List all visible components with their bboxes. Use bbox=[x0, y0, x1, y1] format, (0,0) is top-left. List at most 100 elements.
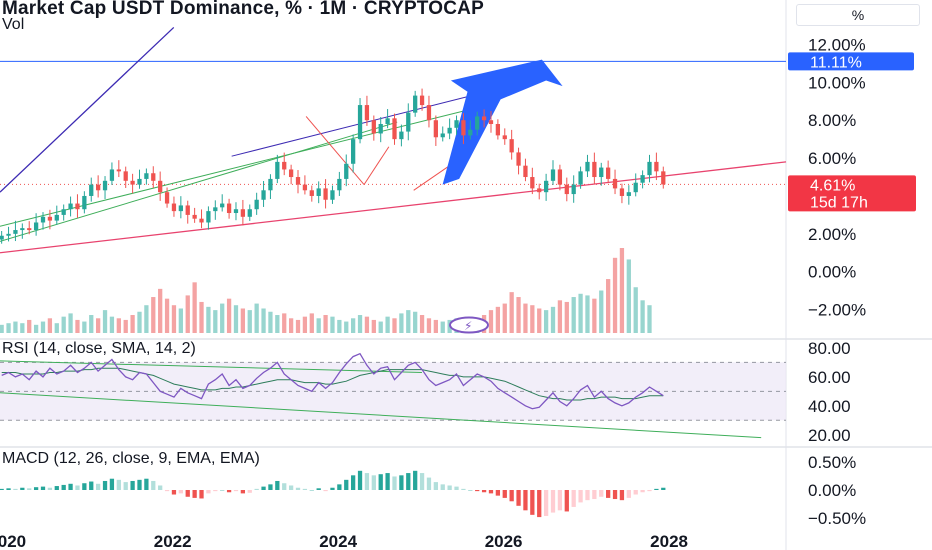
candle-body bbox=[606, 167, 611, 179]
volume-bar bbox=[612, 257, 618, 333]
macd-bar bbox=[606, 490, 611, 498]
volume-bar bbox=[282, 313, 287, 333]
candle-body bbox=[137, 178, 142, 185]
last-price-badge bbox=[788, 175, 916, 212]
candle-body bbox=[151, 173, 156, 181]
candle-body bbox=[633, 182, 638, 193]
volume-bar bbox=[192, 282, 197, 333]
macd-bar bbox=[509, 490, 514, 502]
macd-bar bbox=[89, 481, 94, 490]
volume-bar bbox=[240, 308, 246, 333]
volume-bar bbox=[337, 319, 342, 333]
candle-body bbox=[247, 209, 252, 217]
volume-bar bbox=[351, 318, 356, 333]
candle-body bbox=[302, 184, 308, 191]
volume-bar bbox=[578, 293, 583, 333]
macd-bar bbox=[413, 470, 418, 490]
macd-bar bbox=[116, 479, 121, 490]
volume-bar bbox=[130, 315, 135, 333]
candle-body bbox=[54, 214, 59, 221]
volume-bar bbox=[557, 300, 563, 333]
candle-body bbox=[392, 118, 397, 140]
macd-bar bbox=[233, 490, 239, 492]
macd-bar bbox=[440, 484, 445, 490]
candle-body bbox=[13, 230, 18, 234]
candle-body bbox=[282, 161, 287, 170]
macd-bar bbox=[661, 487, 666, 490]
candle-body bbox=[192, 214, 197, 219]
candle-body bbox=[619, 188, 625, 196]
candle-body bbox=[158, 180, 163, 193]
candle-body bbox=[599, 167, 604, 178]
macd-bar bbox=[364, 473, 370, 490]
candle-body bbox=[550, 169, 556, 181]
volume-bar bbox=[61, 316, 66, 333]
macd-bar bbox=[550, 490, 556, 513]
countdown-label: 15d 17h bbox=[810, 194, 868, 211]
macd-bar bbox=[309, 490, 314, 491]
volume-bar bbox=[592, 298, 597, 333]
macd-bar bbox=[33, 487, 39, 490]
candle-body bbox=[178, 205, 183, 212]
candle-body bbox=[185, 205, 190, 215]
candle-body bbox=[488, 120, 494, 125]
volume-bar bbox=[268, 311, 273, 333]
candle-body bbox=[323, 188, 328, 200]
volume-bar bbox=[440, 321, 445, 333]
candle-body bbox=[261, 190, 266, 200]
candle-body bbox=[226, 203, 232, 214]
candle-body bbox=[626, 192, 631, 196]
candle-body bbox=[364, 105, 370, 121]
volume-bar bbox=[82, 321, 87, 333]
candle-body bbox=[89, 184, 94, 196]
macd-bar bbox=[61, 484, 66, 490]
projection-arrow bbox=[442, 59, 563, 185]
macd-bar bbox=[295, 487, 301, 490]
candle-body bbox=[378, 124, 383, 134]
macd-bar bbox=[213, 490, 218, 492]
candle-body bbox=[516, 152, 521, 166]
volume-bar bbox=[316, 318, 321, 333]
volume-bar bbox=[564, 301, 569, 333]
macd-bar bbox=[109, 478, 115, 490]
macd-bar bbox=[647, 490, 652, 492]
volume-bar bbox=[571, 297, 576, 333]
macd-bar bbox=[502, 490, 507, 498]
volume-bar bbox=[530, 305, 535, 333]
macd-bar bbox=[137, 479, 142, 490]
candle-body bbox=[509, 139, 514, 153]
candle-body bbox=[102, 180, 108, 191]
price-tick-label: 12.00% bbox=[808, 35, 866, 54]
volume-bar bbox=[537, 308, 542, 333]
percent-scale-button[interactable]: % bbox=[796, 4, 920, 26]
macd-bar bbox=[82, 483, 87, 490]
candle-body bbox=[96, 184, 101, 191]
volume-bar bbox=[0, 324, 4, 333]
candle-body bbox=[502, 135, 507, 140]
volume-bar bbox=[33, 324, 39, 333]
macd-bar bbox=[516, 490, 521, 506]
volume-bar bbox=[488, 310, 494, 333]
support-line-pink bbox=[0, 161, 787, 254]
macd-bar bbox=[640, 490, 645, 493]
macd-bar bbox=[330, 487, 335, 490]
volume-bar bbox=[109, 316, 115, 333]
candle-body bbox=[640, 175, 645, 183]
candle-body bbox=[419, 95, 425, 106]
rsi-tick-label: 60.00 bbox=[808, 368, 851, 387]
candle-body bbox=[254, 199, 259, 210]
time-tick-label: 2022 bbox=[154, 532, 192, 550]
candle-body bbox=[433, 120, 438, 138]
candle-body bbox=[220, 203, 225, 208]
macd-bar bbox=[268, 484, 273, 490]
macd-bar bbox=[178, 490, 183, 494]
hline-price-label: 11.11% bbox=[810, 54, 862, 71]
candle-body bbox=[27, 228, 32, 231]
volume-bar bbox=[413, 311, 418, 333]
volume-label: Vol bbox=[2, 16, 25, 33]
candle-body bbox=[337, 178, 342, 191]
macd-bar bbox=[123, 482, 128, 490]
candle-body bbox=[130, 180, 135, 185]
candle-body bbox=[316, 188, 321, 196]
